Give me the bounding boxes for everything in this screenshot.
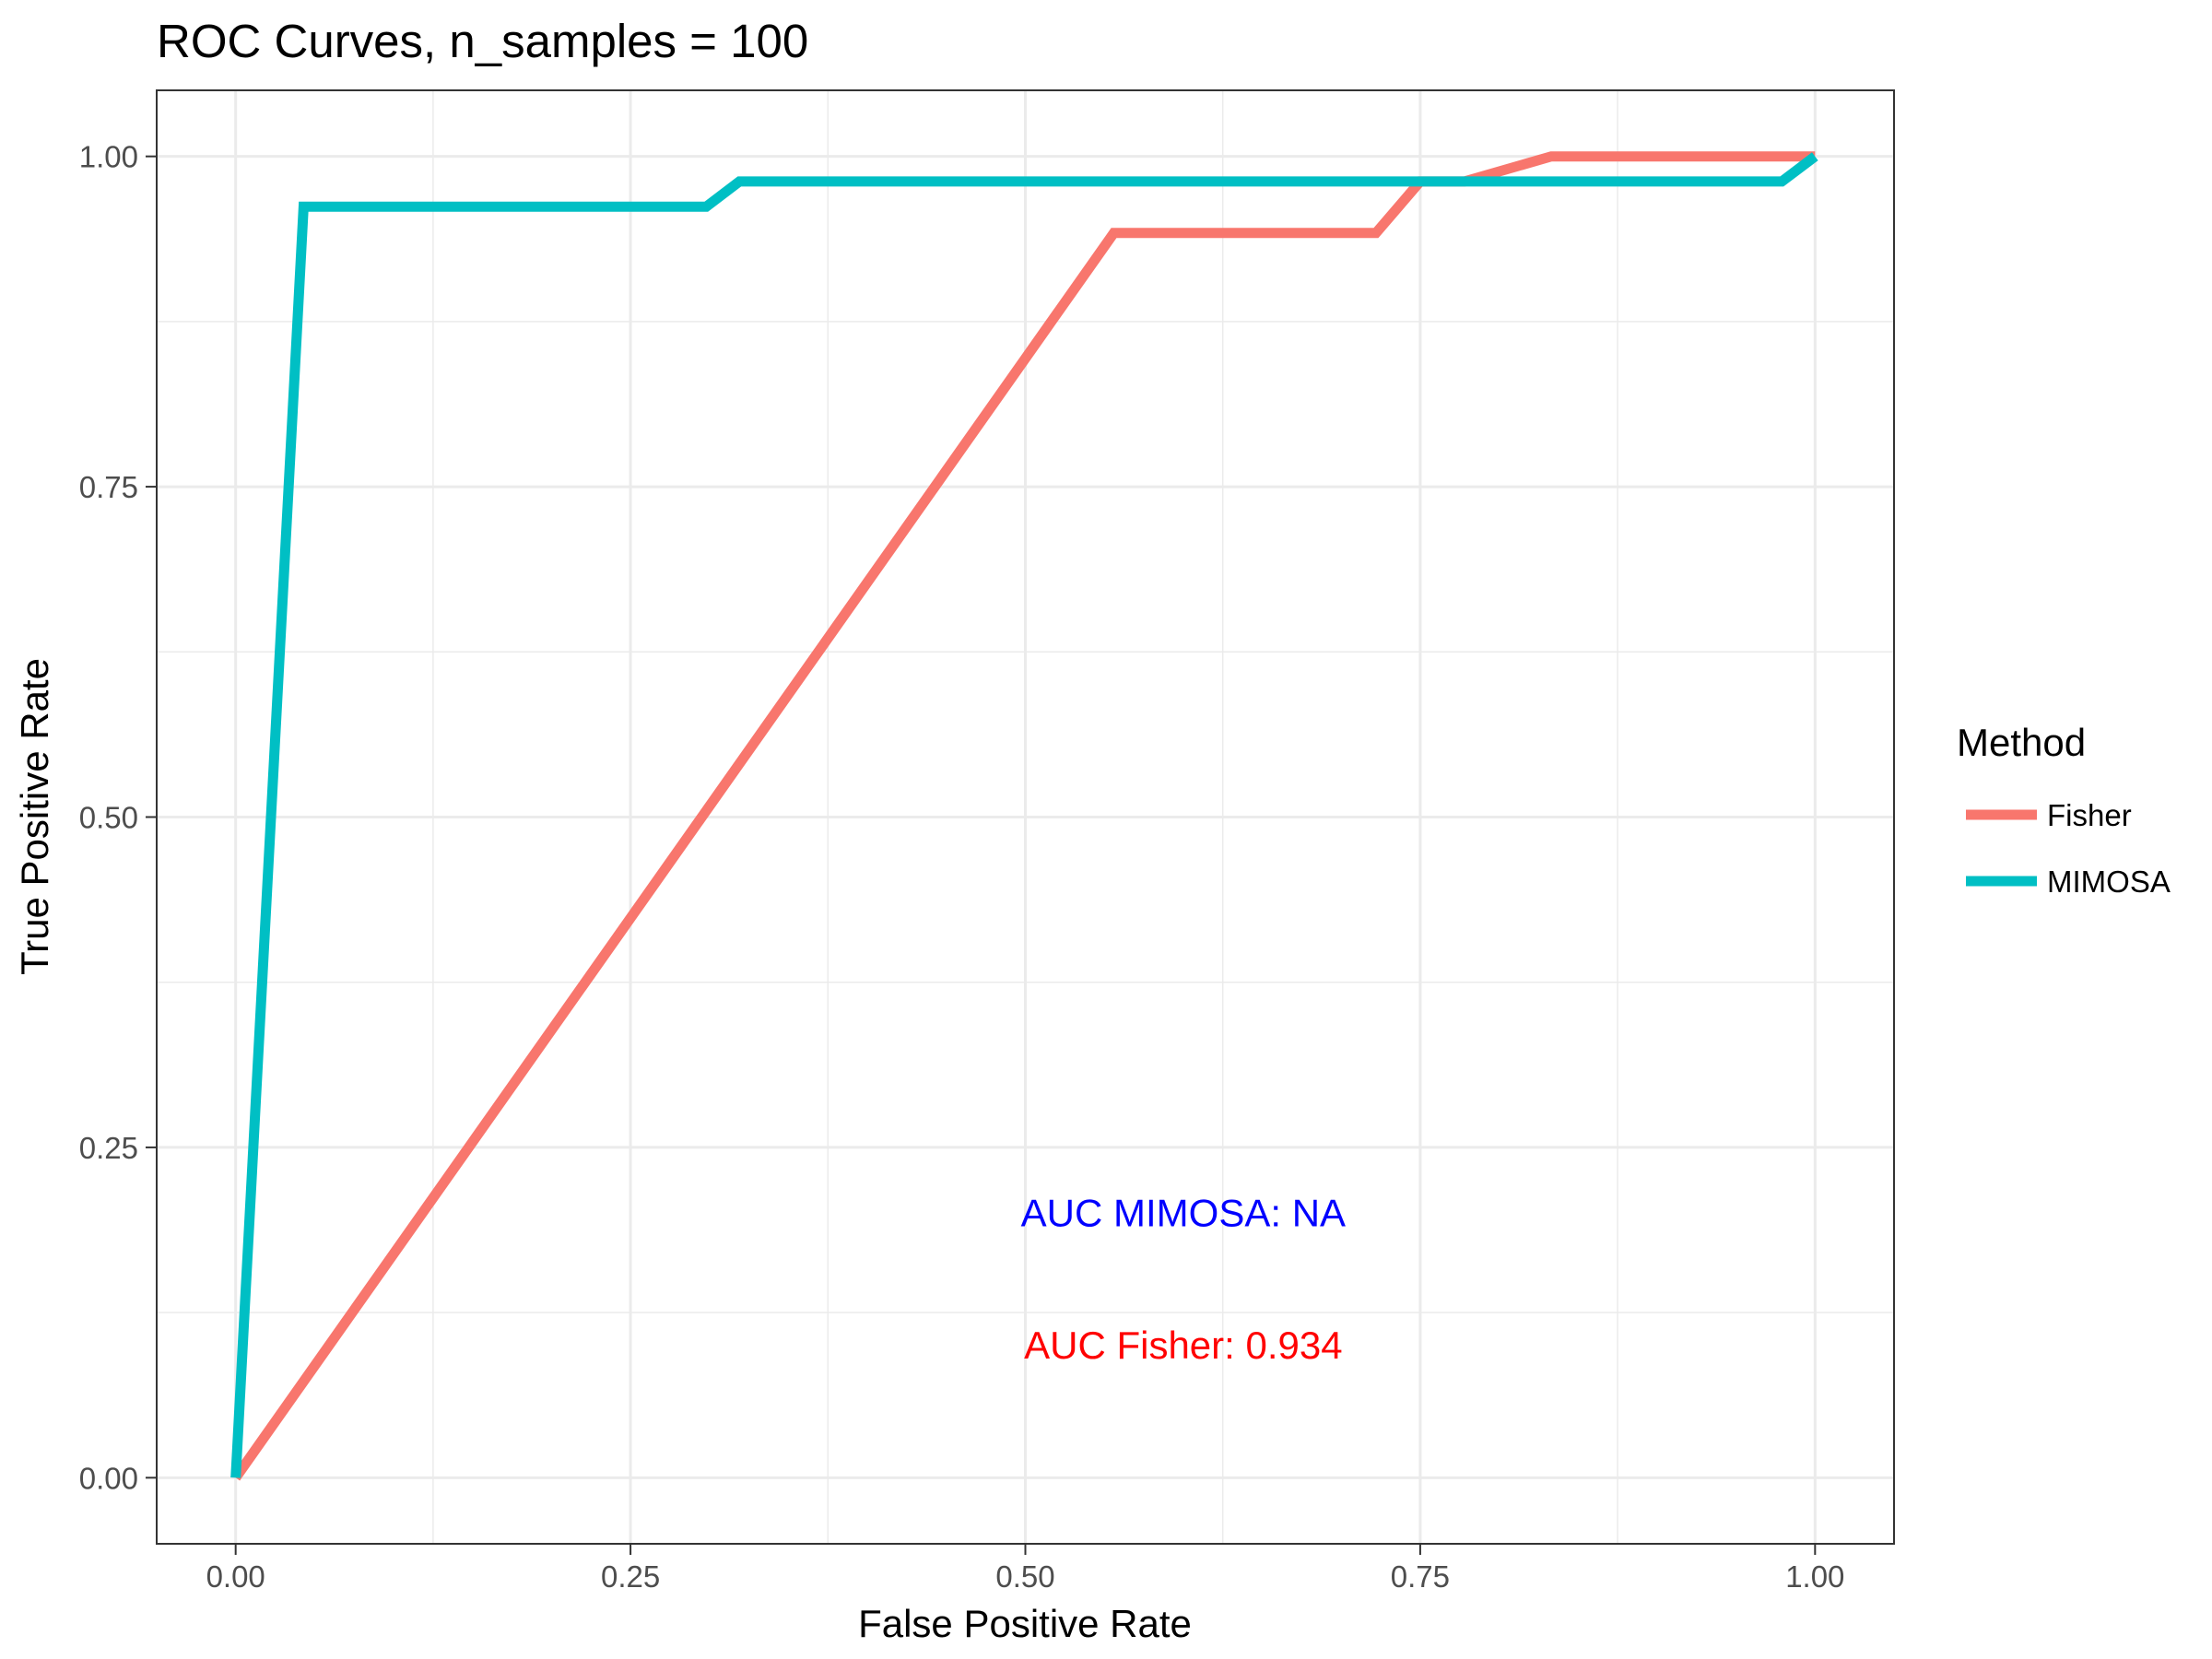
y-tick-label: 1.00	[79, 140, 138, 174]
y-tick-label: 0.50	[79, 801, 138, 835]
y-tick-label: 0.75	[79, 470, 138, 504]
x-axis-title: False Positive Rate	[858, 1602, 1192, 1645]
series-line-mimosa	[230, 152, 1818, 1478]
y-axis: 0.00 0.25 0.50 0.75 1.00	[79, 140, 157, 1495]
annotation-1: AUC Fisher: 0.934	[1024, 1324, 1342, 1367]
x-tick-label: 0.75	[1391, 1559, 1450, 1594]
legend-title: Method	[1957, 721, 2086, 764]
x-tick-label: 0.50	[995, 1559, 1054, 1594]
legend-label-mimosa: MIMOSA	[2047, 865, 2171, 899]
legend-items: Fisher MIMOSA	[1966, 798, 2171, 899]
y-tick-label: 0.00	[79, 1461, 138, 1495]
annotation-0: AUC MIMOSA: NA	[1021, 1192, 1346, 1235]
x-axis: 0.00 0.25 0.50 0.75 1.00	[206, 1544, 1844, 1594]
annotation-layer: AUC MIMOSA: NA AUC Fisher: 0.934	[1021, 1192, 1346, 1367]
legend-label-fisher: Fisher	[2047, 798, 2132, 832]
chart-title: ROC Curves, n_samples = 100	[157, 15, 808, 67]
y-tick-label: 0.25	[79, 1131, 138, 1165]
x-tick-label: 0.25	[601, 1559, 660, 1594]
legend: Method Fisher MIMOSA	[1957, 721, 2171, 899]
x-tick-label: 1.00	[1785, 1559, 1844, 1594]
y-axis-title: True Positive Rate	[13, 658, 56, 975]
series-layer	[230, 151, 1818, 1481]
x-tick-label: 0.00	[206, 1559, 265, 1594]
grid	[157, 90, 1894, 1544]
